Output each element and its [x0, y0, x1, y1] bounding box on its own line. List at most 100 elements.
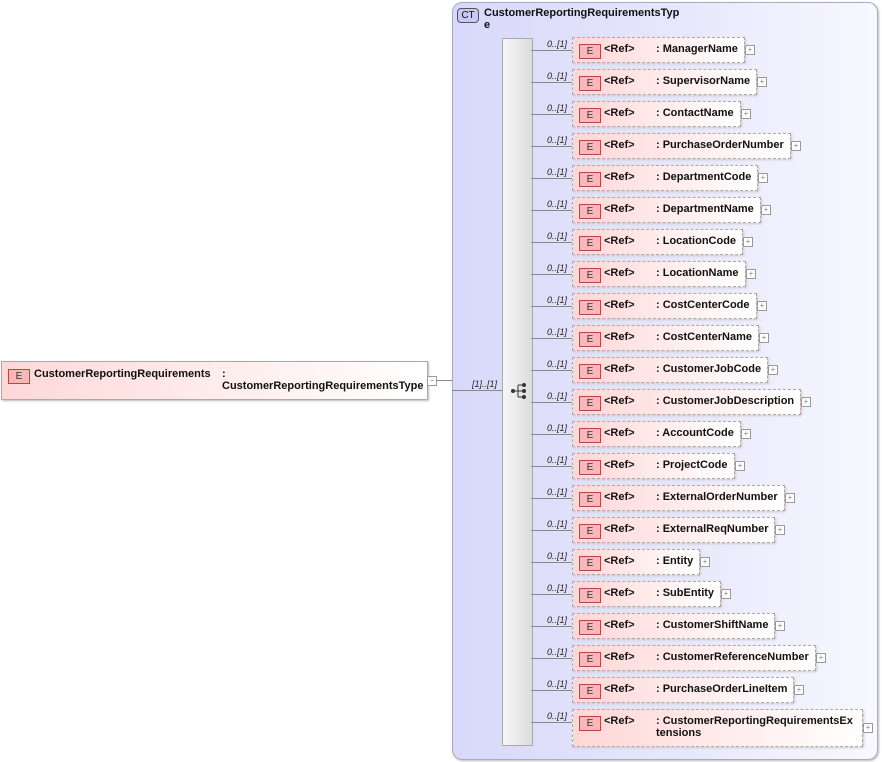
expand-toggle[interactable]: + — [745, 45, 755, 55]
connector-line — [531, 626, 572, 627]
element-badge: E — [579, 204, 601, 219]
expand-toggle[interactable]: + — [794, 685, 804, 695]
child-element-box[interactable]: E <Ref>: PurchaseOrderLineItem — [572, 677, 795, 703]
expand-toggle[interactable]: + — [768, 365, 778, 375]
child-element-box[interactable]: E <Ref> : DepartmentName — [572, 197, 761, 223]
child-element-name: : DepartmentCode — [656, 171, 752, 183]
ref-label: <Ref> — [604, 555, 635, 567]
expand-toggle[interactable]: + — [757, 301, 767, 311]
connector-line — [531, 658, 572, 659]
child-element-box[interactable]: E <Ref>: CustomerJobCode — [572, 357, 769, 383]
child-multiplicity: 0..[1] — [547, 167, 568, 177]
expand-toggle[interactable]: + — [741, 429, 751, 439]
sequence-icon — [511, 383, 526, 399]
child-element-name: : DepartmentName — [656, 203, 754, 215]
child-element-name: : CostCenterCode — [656, 299, 750, 311]
expand-toggle[interactable]: + — [801, 397, 811, 407]
connector-line — [531, 178, 572, 179]
ref-label: <Ref> — [604, 715, 635, 727]
expand-toggle[interactable]: + — [721, 589, 731, 599]
root-element-name: CustomerReportingRequirements — [34, 368, 211, 380]
child-element-box[interactable]: E <Ref>: DepartmentCode — [572, 165, 759, 191]
child-element-box[interactable]: E <Ref>: ContactName — [572, 101, 741, 127]
child-element-box[interactable]: E <Ref>: ManagerName — [572, 37, 745, 63]
child-element-name: : ExternalReqNumber — [656, 523, 769, 535]
child-element-box[interactable]: E <Ref>: CustomerJobDescription — [572, 389, 802, 415]
element-badge: E — [579, 652, 601, 667]
child-multiplicity: 0..[1] — [547, 711, 568, 721]
child-element-box[interactable]: E <Ref> : SupervisorName — [572, 69, 758, 95]
expand-toggle[interactable]: + — [775, 621, 785, 631]
collapse-toggle[interactable]: − — [427, 376, 437, 386]
connector-line — [452, 390, 502, 391]
element-badge: E — [579, 396, 601, 411]
child-multiplicity: 0..[1] — [547, 647, 568, 657]
child-element-box[interactable]: E <Ref>: AccountCode — [572, 421, 741, 447]
element-badge: E — [579, 588, 601, 603]
expand-toggle[interactable]: + — [816, 653, 826, 663]
element-badge: E — [579, 428, 601, 443]
ref-label: <Ref> — [604, 139, 635, 151]
expand-toggle[interactable]: + — [746, 269, 756, 279]
expand-toggle[interactable]: + — [761, 205, 771, 215]
connector-line — [531, 370, 572, 371]
connector-line — [437, 380, 452, 381]
expand-toggle[interactable]: + — [735, 461, 745, 471]
child-element-box[interactable]: E <Ref>: Entity — [572, 549, 701, 575]
connector-line — [531, 530, 572, 531]
child-element-name: : PurchaseOrderNumber — [656, 139, 784, 151]
child-multiplicity: 0..[1] — [547, 487, 568, 497]
expand-toggle[interactable]: + — [785, 493, 795, 503]
connector-line — [531, 114, 572, 115]
element-badge: E — [579, 140, 601, 155]
child-element-name: : SupervisorName — [656, 75, 751, 87]
child-element-box[interactable]: E <Ref>: CostCenterCode — [572, 293, 757, 319]
child-element-box[interactable]: E <Ref>: CustomerShiftName — [572, 613, 776, 639]
expand-toggle[interactable]: + — [775, 525, 785, 535]
expand-toggle[interactable]: + — [743, 237, 753, 247]
root-element-box[interactable]: E CustomerReportingRequirements : Custom… — [1, 361, 428, 400]
child-multiplicity: 0..[1] — [547, 423, 568, 433]
connector-line — [531, 466, 572, 467]
child-multiplicity: 0..[1] — [547, 295, 568, 305]
child-element-box[interactable]: E <Ref>: ExternalOrderNumber — [572, 485, 785, 511]
connector-line — [531, 434, 572, 435]
child-element-box[interactable]: E <Ref>: SubEntity — [572, 581, 722, 607]
connector-line — [531, 306, 572, 307]
expand-toggle[interactable]: + — [757, 77, 767, 87]
child-element-box[interactable]: E <Ref>: CustomerReferenceNumber — [572, 645, 816, 671]
expand-toggle[interactable]: + — [758, 173, 768, 183]
child-element-box[interactable]: E <Ref>: CostCenterName — [572, 325, 759, 351]
child-element-name: : ProjectCode — [656, 459, 728, 471]
child-element-name: : ExternalOrderNumber — [656, 491, 778, 503]
connector-line — [531, 402, 572, 403]
element-badge: E — [579, 684, 601, 699]
child-element-box[interactable]: E <Ref>: ExternalReqNumber — [572, 517, 776, 543]
child-element-name: : CustomerJobDescription — [656, 395, 795, 407]
element-badge: E — [579, 44, 601, 59]
child-element-name: : LocationCode — [656, 235, 737, 247]
expand-toggle[interactable]: + — [700, 557, 710, 567]
ref-label: <Ref> — [604, 203, 635, 215]
child-element-box[interactable]: E <Ref> : ProjectCode — [572, 453, 735, 479]
element-badge: E — [579, 76, 601, 91]
ref-label: <Ref> — [604, 459, 635, 471]
connector-line — [531, 82, 572, 83]
expand-toggle[interactable]: + — [741, 109, 751, 119]
expand-toggle[interactable]: + — [791, 141, 801, 151]
element-badge: E — [579, 716, 601, 731]
child-multiplicity: 0..[1] — [547, 327, 568, 337]
ref-label: <Ref> — [604, 331, 635, 343]
element-badge: E — [579, 460, 601, 475]
child-element-name: : ContactName — [656, 107, 734, 119]
child-multiplicity: 0..[1] — [547, 391, 568, 401]
child-element-box[interactable]: E <Ref>: LocationName — [572, 261, 746, 287]
ref-label: <Ref> — [604, 75, 635, 87]
connector-line — [531, 146, 572, 147]
expand-toggle[interactable]: + — [863, 723, 873, 733]
child-element-box[interactable]: E <Ref>: CustomerReportingRequirementsExt… — [572, 709, 863, 747]
child-element-box[interactable]: E <Ref>: LocationCode — [572, 229, 744, 255]
child-element-box[interactable]: E <Ref> : PurchaseOrderNumber — [572, 133, 791, 159]
ref-label: <Ref> — [604, 427, 635, 439]
expand-toggle[interactable]: + — [759, 333, 769, 343]
